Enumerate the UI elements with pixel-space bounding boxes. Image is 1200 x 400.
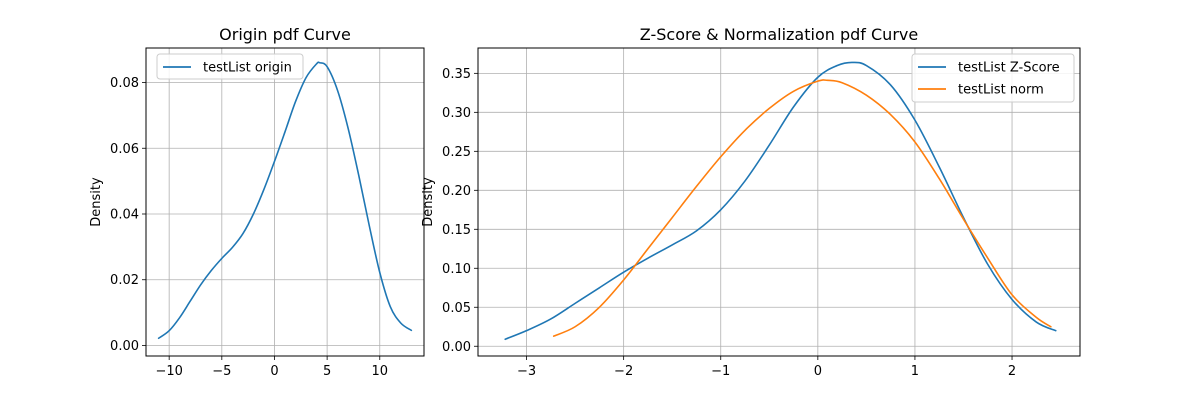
x-tick-label: 1 [911, 364, 919, 379]
x-tick-label: 5 [323, 364, 331, 379]
x-tick-label: −1 [711, 364, 730, 379]
x-tick-label: 0 [270, 364, 278, 379]
series-line-testlist-origin [157, 61, 413, 340]
y-tick-label: 0.00 [442, 340, 471, 355]
x-tick-label: −2 [614, 364, 633, 379]
series-line-testlist-norm [552, 79, 1052, 337]
y-tick-label: 0.15 [442, 223, 471, 238]
y-tick-label: 0.06 [110, 142, 139, 157]
chart-title: Z-Score & Normalization pdf Curve [640, 25, 918, 44]
legend-label-testlist-origin: testList origin [203, 61, 292, 76]
y-tick-label: 0.00 [110, 339, 139, 354]
x-tick-label: −3 [517, 364, 536, 379]
y-tick-label: 0.02 [110, 273, 139, 288]
legend-label-testlist-z-score: testList Z-Score [958, 61, 1060, 76]
x-tick-label: 10 [371, 364, 388, 379]
zscore-normalization-pdf-chart: −3 −2 −1 0 1 2 0.00 0.05 0.10 0.15 0.20 0.25 0.30 0.3… [421, 25, 1081, 379]
legend: testList Z-Score testList norm [911, 53, 1075, 103]
legend-label-testlist-norm: testList norm [958, 83, 1044, 98]
x-tick-label: 2 [1008, 364, 1016, 379]
chart-title: Origin pdf Curve [219, 25, 351, 44]
y-tick-label: 0.20 [442, 184, 471, 199]
y-axis-label: Density [421, 177, 436, 227]
origin-pdf-chart: −10 −5 0 5 10 0.00 0.02 0.04 0.06 0.08 Origin pdf… [89, 25, 425, 379]
x-tick-label: −10 [155, 364, 182, 379]
x-tick-label: −5 [212, 364, 231, 379]
y-tick-label: 0.30 [442, 106, 471, 121]
y-tick-label: 0.10 [442, 262, 471, 277]
plot-frame [477, 47, 1081, 357]
y-tick-label: 0.25 [442, 145, 471, 160]
y-tick-label: 0.08 [110, 76, 139, 91]
x-tick-label: 0 [814, 364, 822, 379]
plot-frame [145, 47, 425, 357]
y-axis-label: Density [89, 177, 104, 227]
legend-box [911, 53, 1075, 103]
legend: testList origin [156, 53, 304, 80]
y-tick-label: 0.04 [110, 207, 139, 222]
series-line-testlist-z-score [504, 61, 1057, 341]
y-tick-label: 0.35 [442, 67, 471, 82]
y-tick-label: 0.05 [442, 301, 471, 316]
legend-box [156, 53, 304, 80]
